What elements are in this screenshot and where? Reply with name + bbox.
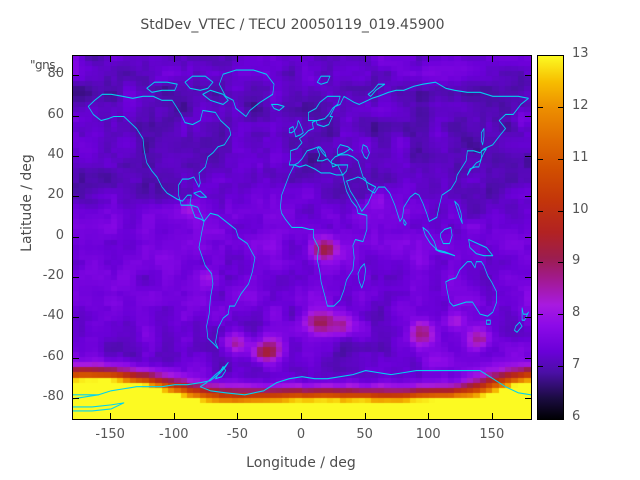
x-tick-mark-top: [364, 56, 366, 62]
y-tick-mark-right: [525, 196, 531, 198]
colorbar-tick-mark-right: [558, 158, 563, 160]
y-tick-label: -60: [42, 348, 64, 364]
colorbar-tick-mark-left: [538, 262, 543, 264]
x-tick-mark: [110, 413, 112, 419]
y-tick-label: 60: [47, 106, 64, 122]
x-tick-label: 50: [356, 427, 373, 442]
colorbar-tick-mark-left: [538, 314, 543, 316]
x-tick-mark: [173, 413, 175, 419]
x-tick-mark-top: [301, 56, 302, 62]
colorbar-tick-label: 10: [572, 201, 589, 217]
colorbar-tick-mark-right: [558, 210, 563, 212]
x-tick-mark-top: [491, 56, 493, 62]
x-tick-mark-top: [237, 56, 239, 62]
x-axis-label: Longitude / deg: [246, 455, 356, 471]
y-tick-mark: [73, 317, 79, 319]
y-tick-mark: [73, 276, 79, 278]
y-tick-label: -80: [42, 388, 64, 404]
y-tick-mark: [73, 155, 79, 157]
colorbar-tick-label: 11: [572, 149, 589, 165]
x-tick-mark: [491, 413, 493, 419]
y-tick-mark: [73, 75, 79, 77]
colorbar-tick-mark-left: [538, 106, 543, 108]
page-title: StdDev_VTEC / TECU 20050119_019.45900: [140, 17, 445, 33]
colorbar-tick-mark-right: [558, 314, 563, 316]
y-tick-mark-right: [525, 397, 531, 399]
x-tick-mark: [237, 413, 239, 419]
y-tick-label: 20: [47, 187, 64, 203]
x-tick-label: -50: [226, 427, 248, 442]
y-tick-mark-right: [525, 75, 531, 77]
colorbar-tick-label: 8: [572, 305, 581, 321]
y-tick-label: -40: [42, 308, 64, 324]
heatmap-plot-area: [72, 55, 532, 420]
x-tick-mark-top: [173, 56, 175, 62]
x-tick-label: 0: [296, 427, 306, 442]
y-axis-label: Latitude / deg: [19, 154, 35, 252]
colorbar-tick-label: 6: [572, 409, 581, 424]
x-tick-mark-top: [428, 56, 430, 62]
y-tick-mark-right: [525, 236, 531, 238]
x-tick-mark-top: [110, 56, 112, 62]
colorbar-gradient: [538, 56, 563, 419]
colorbar-tick-mark-left: [538, 210, 543, 212]
y-tick-mark-right: [525, 115, 531, 117]
colorbar-tick-mark-right: [558, 366, 563, 368]
y-tick-mark-right: [525, 357, 531, 359]
vtec-heatmap: [73, 56, 531, 419]
colorbar-tick-label: 13: [572, 46, 589, 61]
y-tick-mark-right: [525, 317, 531, 319]
x-tick-mark: [301, 413, 302, 419]
x-tick-mark: [364, 413, 366, 419]
y-tick-label: 40: [47, 146, 64, 162]
colorbar: [537, 55, 564, 420]
x-tick-mark: [428, 413, 430, 419]
colorbar-tick-mark-left: [538, 158, 543, 160]
x-tick-label: 100: [415, 427, 441, 442]
y-tick-mark: [73, 236, 79, 238]
y-tick-label: -20: [42, 267, 64, 283]
y-tick-mark-right: [525, 155, 531, 157]
stray-overlapping-label: "gns_: [30, 58, 61, 72]
y-tick-mark-right: [525, 276, 531, 278]
colorbar-tick-label: 12: [572, 97, 589, 113]
x-tick-label: -150: [95, 427, 125, 442]
colorbar-tick-mark-right: [558, 262, 563, 264]
colorbar-tick-label: 9: [572, 253, 581, 269]
x-tick-label: 150: [479, 427, 505, 442]
y-tick-mark: [73, 397, 79, 399]
y-tick-mark: [73, 357, 79, 359]
colorbar-tick-label: 7: [572, 357, 581, 373]
y-tick-mark: [73, 196, 79, 198]
x-tick-label: -100: [159, 427, 189, 442]
colorbar-tick-mark-right: [558, 106, 563, 108]
y-tick-label: 0: [55, 227, 64, 243]
colorbar-tick-mark-left: [538, 366, 543, 368]
y-tick-mark: [73, 115, 79, 117]
y-tick-label: 80: [47, 66, 64, 82]
